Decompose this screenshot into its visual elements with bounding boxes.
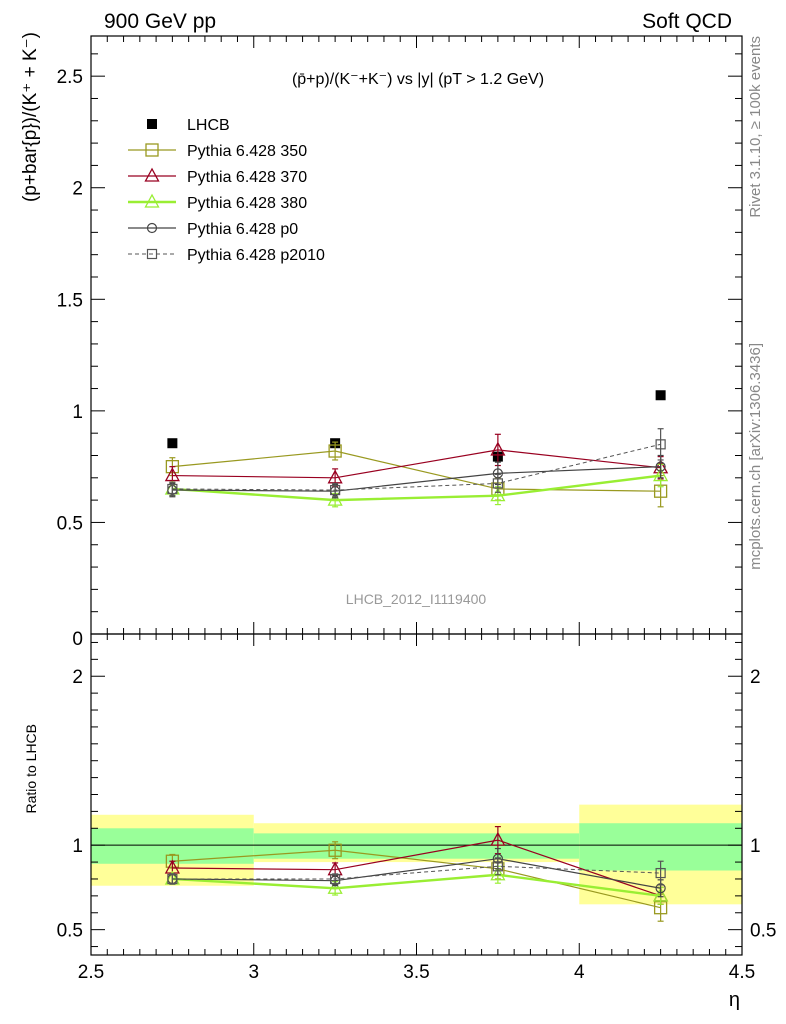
main-y-tick-label: 2.5 <box>57 67 83 88</box>
main-y-tick-label: 2 <box>72 179 83 200</box>
main-series-line <box>172 474 661 502</box>
header-left: 900 GeV pp <box>104 10 216 33</box>
ratio-series-line <box>172 873 661 898</box>
axes: 2.5 3 3.5 4 4.5 0.5 1 1.5 2 2.5 0 0.5 0.5 1 1 2 2 <box>57 35 776 983</box>
ratio-y-tick-label: 2 <box>72 667 83 688</box>
legend-label: Pythia 6.428 380 <box>187 195 307 212</box>
legend: LHCB Pythia 6.428 350 Pythia 6.428 370 Pyth… <box>128 117 325 264</box>
main-data-point <box>653 467 669 482</box>
legend-marker <box>144 167 160 182</box>
source-label: mcplots.cern.ch [arXiv:1306.3436] <box>747 343 764 570</box>
ratio-data-point <box>653 887 669 902</box>
legend-marker <box>144 193 160 208</box>
ratio-data-point <box>490 831 506 846</box>
main-data-point <box>655 439 666 450</box>
main-ylabel: (p+bar{p})/(K⁺ + K⁻) <box>20 32 41 202</box>
ratio-ylabel: Ratio to LHCB <box>23 724 39 813</box>
x-tick-label: 3 <box>248 962 259 983</box>
x-tick-label: 2.5 <box>78 962 104 983</box>
main-series-line <box>172 443 661 491</box>
header-right: Soft QCD <box>642 10 732 33</box>
ratio-y-tick-label-right: 2 <box>750 667 761 688</box>
ratio-data-point <box>492 861 503 872</box>
ratio-frame <box>90 633 743 956</box>
ratio-data-point <box>655 867 666 879</box>
legend-label: Pythia 6.428 370 <box>187 169 307 186</box>
x-axis-label: η <box>729 989 740 1011</box>
analysis-label: LHCB_2012_I1119400 <box>346 591 487 607</box>
main-data-point <box>655 461 666 472</box>
legend-marker <box>146 222 158 234</box>
legend-label: Pythia 6.428 350 <box>187 143 307 160</box>
ratio-series-line <box>172 839 661 897</box>
legend-label: Pythia 6.428 p2010 <box>187 247 325 264</box>
data-marks <box>164 390 669 922</box>
ratio-y-tick-label-right: 1 <box>750 836 761 857</box>
main-data-point <box>490 487 506 502</box>
ratio-data-point <box>330 873 341 885</box>
main-data-point <box>164 467 180 482</box>
ratio-y-tick-label-right: 0.5 <box>750 921 776 942</box>
main-y-tick-label-zero: 0 <box>72 629 83 650</box>
main-data-point <box>167 483 178 495</box>
rivet-label: Rivet 3.1.10, ≥ 100k events <box>747 36 764 218</box>
x-tick-label: 4 <box>574 962 585 983</box>
legend-label: Pythia 6.428 p0 <box>187 221 298 238</box>
ratio-data-point <box>328 843 342 857</box>
ratio-data-point <box>327 879 343 894</box>
main-data-point <box>490 441 506 456</box>
legend-marker <box>146 248 158 260</box>
ratio-series-line <box>172 858 661 889</box>
ratio-data-point <box>490 866 506 881</box>
main-data-point <box>655 390 666 401</box>
main-y-tick-label: 1.5 <box>57 290 83 311</box>
main-series-line <box>172 466 661 492</box>
x-tick-label: 3.5 <box>403 962 429 983</box>
main-series-line <box>172 450 661 492</box>
main-data-point <box>327 491 343 506</box>
ratio-series-line <box>172 849 661 909</box>
ratio-series-line <box>172 865 661 880</box>
legend-marker <box>147 119 157 129</box>
main-y-tick-label: 0.5 <box>57 513 83 534</box>
plot-title: (p̄+p)/(K⁻+K⁻) vs |y| (pT > 1.2 GeV) <box>292 71 544 88</box>
main-data-point <box>328 444 342 458</box>
main-data-point <box>167 438 178 449</box>
main-data-point <box>330 484 341 496</box>
ratio-data-point <box>167 873 178 885</box>
ratio-y-tick-label: 1 <box>72 836 83 857</box>
legend-label: LHCB <box>187 117 230 134</box>
legend-marker <box>145 143 159 157</box>
ratio-y-tick-label: 0.5 <box>57 921 83 942</box>
x-tick-label: 4.5 <box>729 962 755 983</box>
main-y-tick-label: 1 <box>72 402 83 423</box>
main-series-line <box>172 449 661 479</box>
main-data-point <box>492 478 503 489</box>
